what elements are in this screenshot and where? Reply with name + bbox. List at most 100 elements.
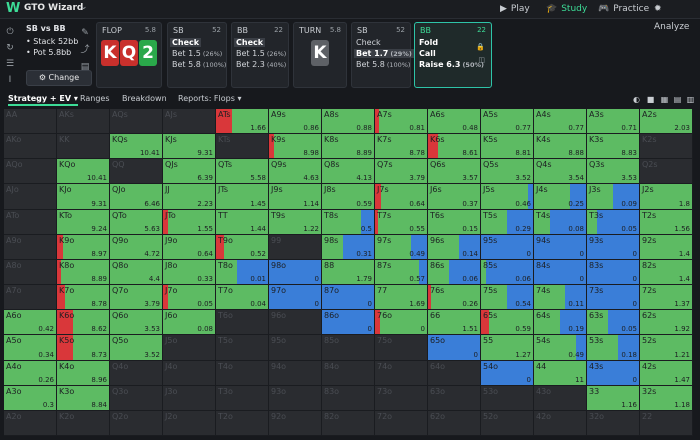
hand-cell[interactable]: Q2o — [110, 410, 163, 436]
hand-cell[interactable]: 93s 0 — [587, 234, 640, 260]
hand-cell[interactable]: 75o — [375, 335, 428, 361]
hand-cell[interactable]: 77 1.69 — [375, 285, 428, 311]
hand-cell[interactable]: Q8o 4.4 — [110, 259, 163, 286]
hand-cell[interactable]: 53o — [481, 385, 534, 411]
hand-cell[interactable]: J4s 0.25 — [534, 184, 587, 210]
hand-cell[interactable]: A8s 0.88 — [322, 109, 375, 135]
change-button[interactable]: ⚙ Change — [26, 70, 92, 86]
hand-cell[interactable]: J9o 0.64 — [163, 234, 216, 260]
hand-cell[interactable]: 96s 0.14 — [428, 234, 481, 260]
nav-practice[interactable]: 🎮 Practice — [598, 0, 649, 18]
hand-cell[interactable]: J5s 0.46 — [481, 184, 534, 210]
hand-cell[interactable]: J8o 0.33 — [163, 259, 216, 286]
hand-cell[interactable]: KJo 9.31 — [57, 184, 110, 210]
text-cursor-icon[interactable]: Ⅰ — [8, 75, 12, 85]
hand-cell[interactable]: 85o — [322, 335, 375, 361]
hand-cell[interactable]: T2s 1.56 — [640, 209, 693, 235]
hand-cell[interactable]: 63s 0.05 — [587, 310, 640, 336]
hand-cell[interactable]: 88 1.79 — [322, 259, 375, 286]
bb-action-bet-big[interactable]: Bet 2.3 (40%) — [236, 60, 286, 69]
hand-cell[interactable]: KK — [57, 134, 110, 160]
hand-cell[interactable]: K4s 8.88 — [534, 134, 587, 160]
hand-cell[interactable]: J9s 1.14 — [269, 184, 322, 210]
hand-cell[interactable]: 32s 1.18 — [640, 385, 693, 411]
bb-action-panel[interactable]: BB 22 Check Bet 1.5 (26%) Bet 2.3 (40%) — [231, 22, 289, 88]
hand-cell[interactable]: 98o 0 — [269, 259, 322, 286]
hand-cell[interactable]: AQs — [110, 109, 163, 135]
hand-cell[interactable]: 84s 0 — [534, 259, 587, 286]
hand-cell[interactable]: Q5s 3.52 — [481, 159, 534, 185]
hand-cell[interactable]: T4s 0.08 — [534, 209, 587, 235]
hand-cell[interactable]: A3o 0.3 — [4, 385, 57, 411]
sb-turn-action-bet-big[interactable]: Bet 5.8 (100%) — [356, 60, 410, 69]
hand-cell[interactable]: A9o — [4, 234, 57, 260]
hand-cell[interactable]: QJs 6.39 — [163, 159, 216, 185]
hand-cell[interactable]: T4o — [216, 360, 269, 386]
flop-panel[interactable]: FLOP 5.8 K Q 2 — [96, 22, 162, 88]
hand-cell[interactable]: 52s 1.21 — [640, 335, 693, 361]
hand-cell[interactable]: Q5o 3.52 — [110, 335, 163, 361]
hand-cell[interactable]: ATs 1.66 — [216, 109, 269, 135]
hand-cell[interactable]: K7s 8.78 — [375, 134, 428, 160]
hand-cell[interactable]: T9o 0.52 — [216, 234, 269, 260]
hand-cell[interactable]: A4o 0.26 — [4, 360, 57, 386]
hand-cell[interactable]: 32o — [587, 410, 640, 436]
hand-cell[interactable]: QQ — [110, 159, 163, 185]
hand-cell[interactable]: J2s 1.8 — [640, 184, 693, 210]
hand-cell[interactable]: K3s 8.83 — [587, 134, 640, 160]
hand-cell[interactable]: Q3s 3.53 — [587, 159, 640, 185]
hand-cell[interactable]: A7o — [4, 285, 57, 311]
hand-cell[interactable]: 54s 0.49 — [534, 335, 587, 361]
app-name[interactable]: GTO Wizard — [24, 3, 84, 13]
hand-cell[interactable]: Q8s 4.13 — [322, 159, 375, 185]
nav-play[interactable]: ▶ Play — [500, 0, 530, 18]
hand-cell[interactable]: 62o — [428, 410, 481, 436]
sb-action-bet-big[interactable]: Bet 5.8 (100%) — [172, 60, 226, 69]
hand-cell[interactable]: 76o 0 — [375, 310, 428, 336]
hand-cell[interactable]: T8o 0.01 — [216, 259, 269, 286]
hand-cell[interactable]: K6o 8.62 — [57, 310, 110, 336]
nav-analyze[interactable]: ✹ Analyze — [654, 0, 700, 32]
square-view-icon[interactable]: ■ — [646, 95, 655, 104]
logo-icon[interactable]: W — [6, 1, 21, 16]
hand-cell[interactable]: 84o — [322, 360, 375, 386]
tab-ranges[interactable]: Ranges — [80, 94, 110, 103]
hand-cell[interactable]: A2o — [4, 410, 57, 436]
hand-cell[interactable]: JTs 1.45 — [216, 184, 269, 210]
hand-cell[interactable]: 96o — [269, 310, 322, 336]
hand-cell[interactable]: J6s 0.37 — [428, 184, 481, 210]
hand-cell[interactable]: 94o — [269, 360, 322, 386]
hand-cell[interactable]: K3o 8.84 — [57, 385, 110, 411]
sb-turn-action-check[interactable]: Check — [356, 38, 381, 47]
hand-cell[interactable]: A2s 2.03 — [640, 109, 693, 135]
hand-cell[interactable]: 72o — [375, 410, 428, 436]
hand-cell[interactable]: 66 1.51 — [428, 310, 481, 336]
hand-cell[interactable]: T6o — [216, 310, 269, 336]
hand-cell[interactable]: 42s 1.47 — [640, 360, 693, 386]
hand-cell[interactable]: A5o 0.34 — [4, 335, 57, 361]
columns-icon[interactable]: ◫ — [478, 56, 485, 64]
tab-reports[interactable]: Reports: Flops ▾ — [178, 94, 241, 103]
hand-cell[interactable]: 65o 0 — [428, 335, 481, 361]
hand-cell[interactable]: 83s 0 — [587, 259, 640, 286]
hand-cell[interactable]: J3o — [163, 385, 216, 411]
bb-turn-action-panel[interactable]: BB 22 Fold Call Raise 6.3 (50%) 🔒 ◫ — [414, 22, 492, 88]
tab-breakdown[interactable]: Breakdown — [122, 94, 167, 103]
hand-cell[interactable]: KJs 9.31 — [163, 134, 216, 160]
hand-cell[interactable]: 92s 1.4 — [640, 234, 693, 260]
nav-study[interactable]: 🎓 Study — [546, 0, 587, 18]
hand-cell[interactable]: Q6o 3.53 — [110, 310, 163, 336]
hand-cell[interactable]: QTs 5.58 — [216, 159, 269, 185]
hand-cell[interactable]: K5s 8.81 — [481, 134, 534, 160]
hand-cell[interactable]: T9s 1.22 — [269, 209, 322, 235]
hand-cell[interactable]: JTo 1.55 — [163, 209, 216, 235]
hand-cell[interactable]: 53s 0.18 — [587, 335, 640, 361]
hand-cell[interactable]: TT 1.44 — [216, 209, 269, 235]
hand-cell[interactable]: 42o — [534, 410, 587, 436]
hand-cell[interactable]: QTo 5.63 — [110, 209, 163, 235]
hand-cell[interactable]: 95s 0 — [481, 234, 534, 260]
hand-cell[interactable]: Q6s 3.57 — [428, 159, 481, 185]
hand-cell[interactable]: Q7o 3.79 — [110, 285, 163, 311]
hand-cell[interactable]: AKo — [4, 134, 57, 160]
turn-panel[interactable]: TURN 5.8 K — [293, 22, 347, 88]
